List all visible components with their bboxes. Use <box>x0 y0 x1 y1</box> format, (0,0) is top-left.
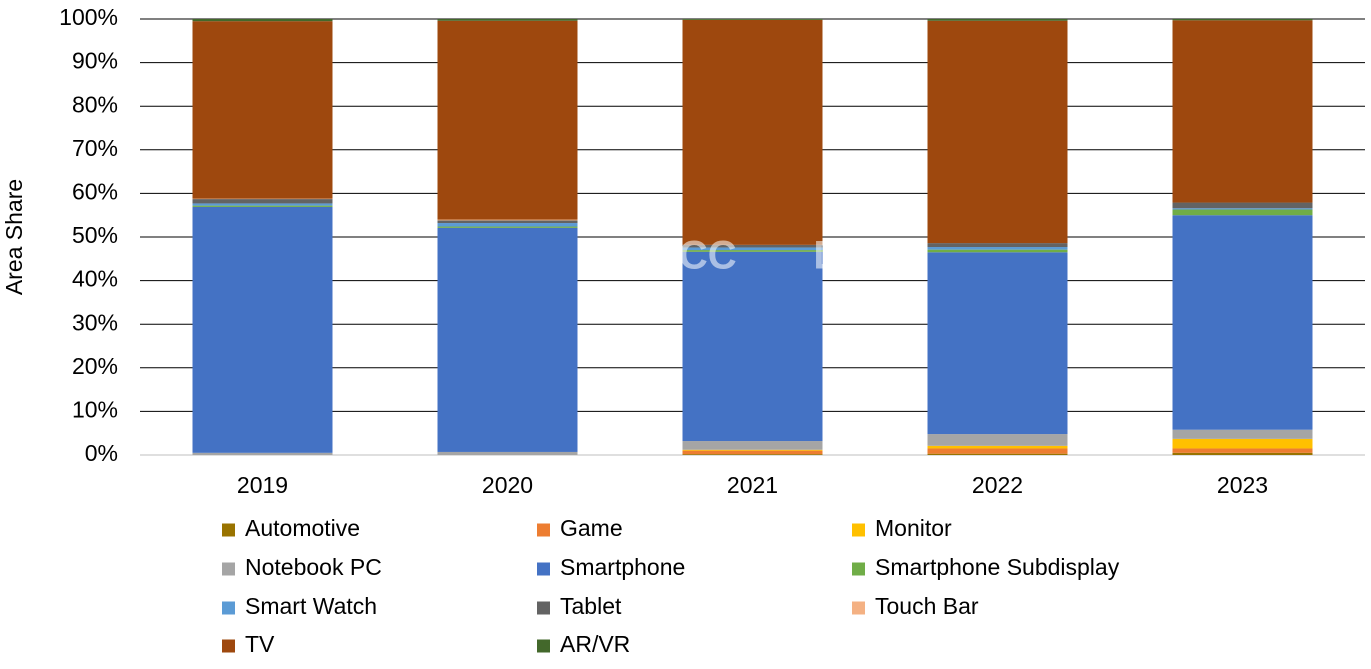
bar-segment <box>437 227 578 452</box>
legend-swatch <box>852 601 865 615</box>
y-tick-label: 40% <box>72 266 118 292</box>
bar-segment <box>1172 208 1313 210</box>
bar-segment <box>682 244 823 248</box>
legend-swatch <box>537 562 550 576</box>
bar-segment <box>437 223 578 227</box>
y-tick-label: 80% <box>72 91 118 117</box>
bar-segment <box>192 19 333 22</box>
legend-label: Tablet <box>560 593 622 619</box>
bar-segment <box>927 448 1068 454</box>
y-tick-label: 100% <box>59 4 118 30</box>
legend-swatch <box>222 601 235 615</box>
y-tick-label: 0% <box>85 440 118 466</box>
x-tick-label: 2019 <box>237 472 288 498</box>
watermark: DSCC <box>813 234 926 278</box>
legend-swatch <box>222 562 235 576</box>
bar-segment <box>927 252 1068 435</box>
bar-segment <box>682 441 823 450</box>
y-tick-label: 10% <box>72 396 118 422</box>
legend-swatch <box>537 601 550 615</box>
bar-segment <box>192 205 333 207</box>
bar-segment <box>682 251 823 442</box>
legend-label: Smart Watch <box>245 593 377 619</box>
bar-segment <box>682 247 823 251</box>
legend-swatch <box>222 639 235 653</box>
bar-segment <box>192 452 333 455</box>
bar-segment <box>927 445 1068 449</box>
legend-label: Automotive <box>245 515 360 541</box>
bar-segment <box>1172 438 1313 449</box>
x-tick-label: 2022 <box>972 472 1023 498</box>
bar-segment <box>1172 20 1313 203</box>
y-tick-label: 90% <box>72 48 118 74</box>
bar-segment <box>1172 209 1313 216</box>
bar-segment <box>437 19 578 21</box>
legend-swatch <box>852 562 865 576</box>
legend-label: Touch Bar <box>875 593 979 619</box>
bar-segment <box>192 206 333 453</box>
bar-segment <box>1172 215 1313 430</box>
bar-segment <box>437 220 578 224</box>
bar-segment <box>927 243 1068 248</box>
legend-swatch <box>537 523 550 537</box>
y-tick-label: 20% <box>72 353 118 379</box>
bar-segment <box>927 453 1068 455</box>
bar-segment <box>682 454 823 455</box>
bar-segment <box>192 203 333 206</box>
legend-label: Smartphone <box>560 554 685 580</box>
bar-segment <box>682 250 823 252</box>
legend-swatch <box>852 523 865 537</box>
y-tick-label: 30% <box>72 309 118 335</box>
bar-segment <box>1172 429 1313 439</box>
bar-segment <box>682 450 823 455</box>
bar-segment <box>1172 452 1313 455</box>
bar-segment <box>437 219 578 221</box>
legend-label: Notebook PC <box>245 554 382 580</box>
bar-segment <box>1172 448 1313 453</box>
bar-segment <box>927 249 1068 253</box>
bar-segment <box>927 19 1068 21</box>
legend-label: Smartphone Subdisplay <box>875 554 1120 580</box>
watermark: DSCC <box>623 234 736 278</box>
legend-label: Game <box>560 515 623 541</box>
y-tick-label: 50% <box>72 222 118 248</box>
bar-segment <box>682 19 823 20</box>
bar-segment <box>437 20 578 220</box>
bar-segment <box>927 20 1068 244</box>
y-tick-label: 60% <box>72 178 118 204</box>
x-tick-label: 2023 <box>1217 472 1268 498</box>
bar-segment <box>192 21 333 199</box>
legend-label: Monitor <box>875 515 952 541</box>
bar-segment <box>192 199 333 204</box>
bar-segment <box>1172 202 1313 209</box>
y-tick-label: 70% <box>72 135 118 161</box>
legend-swatch <box>537 639 550 653</box>
bar-segment <box>1172 19 1313 21</box>
legend-swatch <box>222 523 235 537</box>
bar-segment <box>437 226 578 228</box>
bar-segment <box>682 449 823 451</box>
x-tick-label: 2020 <box>482 472 533 498</box>
legend-label: AR/VR <box>560 631 630 657</box>
y-axis-label: Area Share <box>1 179 27 295</box>
x-tick-label: 2021 <box>727 472 778 498</box>
bar-segment <box>927 247 1068 250</box>
bar-segment <box>437 451 578 455</box>
legend-label: TV <box>245 631 275 657</box>
bar-segment <box>682 19 823 245</box>
bar-segment <box>927 434 1068 446</box>
